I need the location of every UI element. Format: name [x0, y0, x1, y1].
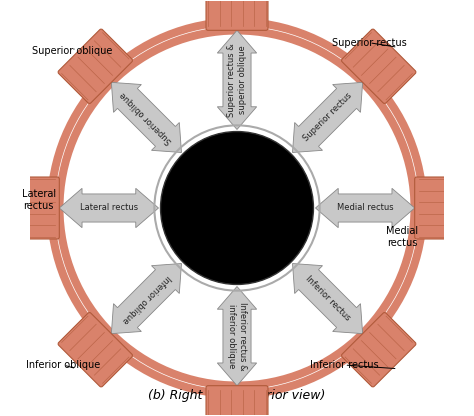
Text: Superior oblique: Superior oblique [118, 89, 174, 145]
Text: Inferior rectus: Inferior rectus [310, 360, 379, 370]
FancyBboxPatch shape [58, 29, 133, 104]
Text: Lateral rectus: Lateral rectus [80, 203, 138, 213]
Polygon shape [59, 188, 158, 228]
FancyBboxPatch shape [206, 0, 268, 30]
Text: (b) Right eye (anterior view): (b) Right eye (anterior view) [148, 389, 326, 402]
Text: Superior rectus: Superior rectus [332, 38, 407, 48]
Text: Medial rectus: Medial rectus [337, 203, 393, 213]
Polygon shape [218, 30, 256, 129]
FancyBboxPatch shape [206, 386, 268, 416]
Text: Inferior oblique: Inferior oblique [27, 360, 100, 370]
Polygon shape [292, 263, 363, 334]
Polygon shape [292, 82, 363, 153]
FancyBboxPatch shape [58, 312, 133, 387]
FancyBboxPatch shape [415, 177, 460, 239]
FancyBboxPatch shape [14, 177, 59, 239]
Polygon shape [316, 188, 415, 228]
Text: Superior rectus &
superior oblique: Superior rectus & superior oblique [228, 43, 246, 117]
FancyBboxPatch shape [341, 312, 416, 387]
Polygon shape [218, 287, 256, 386]
Text: Superior oblique: Superior oblique [32, 46, 112, 56]
Text: Inferior rectus: Inferior rectus [303, 275, 352, 323]
Polygon shape [111, 82, 182, 153]
Circle shape [161, 131, 313, 285]
Text: Lateral
rectus: Lateral rectus [22, 189, 56, 210]
Polygon shape [111, 263, 182, 334]
FancyBboxPatch shape [341, 29, 416, 104]
Text: Inferior rectus &
inferior oblique: Inferior rectus & inferior oblique [228, 302, 246, 370]
Text: Medial
rectus: Medial rectus [386, 226, 419, 248]
Text: Superior rectus: Superior rectus [301, 92, 354, 144]
Text: Inferior oblique: Inferior oblique [120, 272, 173, 324]
